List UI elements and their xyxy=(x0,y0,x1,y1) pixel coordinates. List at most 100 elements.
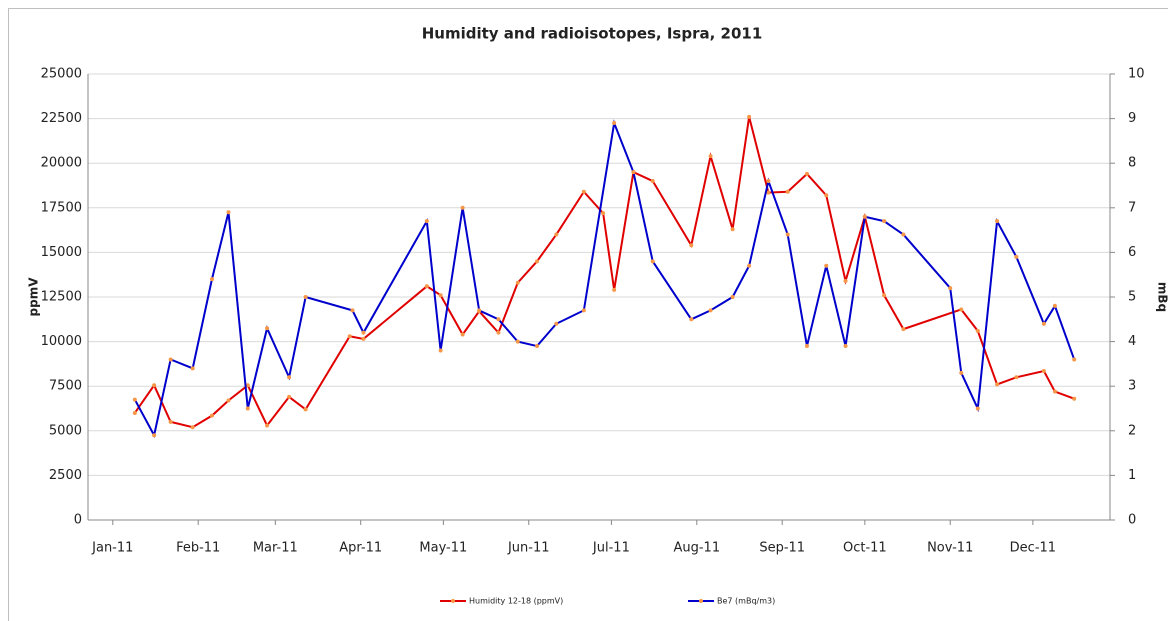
y-axis-label: ppmV xyxy=(27,277,41,317)
point-marker xyxy=(168,419,173,424)
point-marker xyxy=(152,383,157,388)
point-marker xyxy=(843,278,848,283)
chart-title: Humidity and radioisotopes, Ispra, 2011 xyxy=(422,25,763,43)
x-tick-label: Nov-11 xyxy=(927,541,973,556)
point-marker xyxy=(303,407,308,412)
point-marker xyxy=(168,357,173,362)
y-tick-label: 15000 xyxy=(41,245,82,260)
point-marker xyxy=(152,433,157,438)
y-tick-label: 12500 xyxy=(41,290,82,305)
point-marker xyxy=(689,243,694,248)
point-marker xyxy=(708,308,713,313)
point-marker xyxy=(554,232,559,237)
point-marker xyxy=(132,410,137,415)
x-tick-label: Mar-11 xyxy=(253,541,298,556)
y-tick-label: 5000 xyxy=(49,423,82,438)
point-marker xyxy=(535,259,540,264)
point-marker xyxy=(554,321,559,326)
series-line xyxy=(134,116,1075,429)
point-marker xyxy=(1014,254,1019,259)
point-marker xyxy=(901,232,906,237)
series-line xyxy=(133,119,1076,439)
point-marker xyxy=(245,406,250,411)
point-marker xyxy=(477,308,482,313)
point-marker xyxy=(995,382,1000,387)
y-tick-label: 20000 xyxy=(41,156,82,171)
point-marker xyxy=(1052,303,1057,308)
point-marker xyxy=(438,348,443,353)
y2-tick-label: 9 xyxy=(1128,111,1136,126)
point-marker xyxy=(460,205,465,210)
y2-axis-label: mBq xyxy=(1156,282,1168,312)
point-marker xyxy=(1052,389,1057,394)
point-marker xyxy=(766,179,771,184)
point-marker xyxy=(882,219,887,224)
point-marker xyxy=(515,280,520,285)
x-tick-label: Feb-11 xyxy=(176,541,220,556)
point-marker xyxy=(361,330,366,335)
x-tick-label: Oct-11 xyxy=(843,541,887,556)
x-tick-label: Sep-11 xyxy=(759,541,805,556)
point-marker xyxy=(730,227,735,232)
y2-tick-label: 10 xyxy=(1128,67,1145,82)
point-marker xyxy=(708,154,713,159)
point-marker xyxy=(747,263,752,268)
point-marker xyxy=(226,210,231,215)
y2-tick-label: 4 xyxy=(1128,334,1136,349)
point-marker xyxy=(245,383,250,388)
point-marker xyxy=(361,336,366,341)
point-marker xyxy=(209,413,214,418)
point-marker xyxy=(601,211,606,216)
point-marker xyxy=(350,308,355,313)
point-marker xyxy=(959,370,964,375)
y-tick-label: 2500 xyxy=(49,468,82,483)
point-marker xyxy=(824,263,829,268)
y-tick-label: 17500 xyxy=(41,200,82,215)
point-marker xyxy=(948,286,953,291)
point-marker xyxy=(843,344,848,349)
legend-marker xyxy=(699,599,703,603)
y2-tick-label: 5 xyxy=(1128,290,1136,305)
x-tick-label: Aug-11 xyxy=(673,541,720,556)
point-marker xyxy=(535,344,540,349)
point-marker xyxy=(1072,357,1077,362)
point-marker xyxy=(460,332,465,337)
point-marker xyxy=(303,295,308,299)
point-marker xyxy=(824,193,829,198)
point-marker xyxy=(581,189,586,194)
y-tick-label: 25000 xyxy=(41,67,82,82)
point-marker xyxy=(424,219,429,224)
y2-tick-label: 0 xyxy=(1128,513,1136,528)
point-marker xyxy=(438,293,443,298)
point-marker xyxy=(496,330,501,335)
point-marker xyxy=(132,397,137,402)
point-marker xyxy=(287,394,292,399)
legend-marker xyxy=(451,599,455,603)
x-tick-label: Jan-11 xyxy=(91,541,133,556)
point-marker xyxy=(612,287,617,292)
legend-label: Humidity 12-18 (ppmV) xyxy=(469,597,563,606)
point-marker xyxy=(612,121,617,126)
point-marker xyxy=(804,344,809,349)
y2-tick-label: 3 xyxy=(1128,379,1136,394)
x-tick-label: Jun-11 xyxy=(507,541,550,556)
y-tick-label: 10000 xyxy=(41,334,82,349)
point-marker xyxy=(515,339,520,344)
y2-tick-label: 8 xyxy=(1128,156,1136,171)
point-marker xyxy=(496,317,501,322)
point-marker xyxy=(862,214,867,219)
y2-tick-label: 6 xyxy=(1128,245,1136,260)
point-marker xyxy=(730,295,735,299)
y-tick-label: 0 xyxy=(74,513,82,528)
point-marker xyxy=(804,171,809,176)
point-marker xyxy=(650,179,655,184)
point-marker xyxy=(265,326,270,331)
y2-tick-label: 7 xyxy=(1128,200,1136,215)
point-marker xyxy=(190,366,195,371)
point-marker xyxy=(975,328,980,333)
point-marker xyxy=(959,307,964,312)
point-marker xyxy=(975,406,980,411)
point-marker xyxy=(226,398,231,403)
point-marker xyxy=(650,259,655,264)
